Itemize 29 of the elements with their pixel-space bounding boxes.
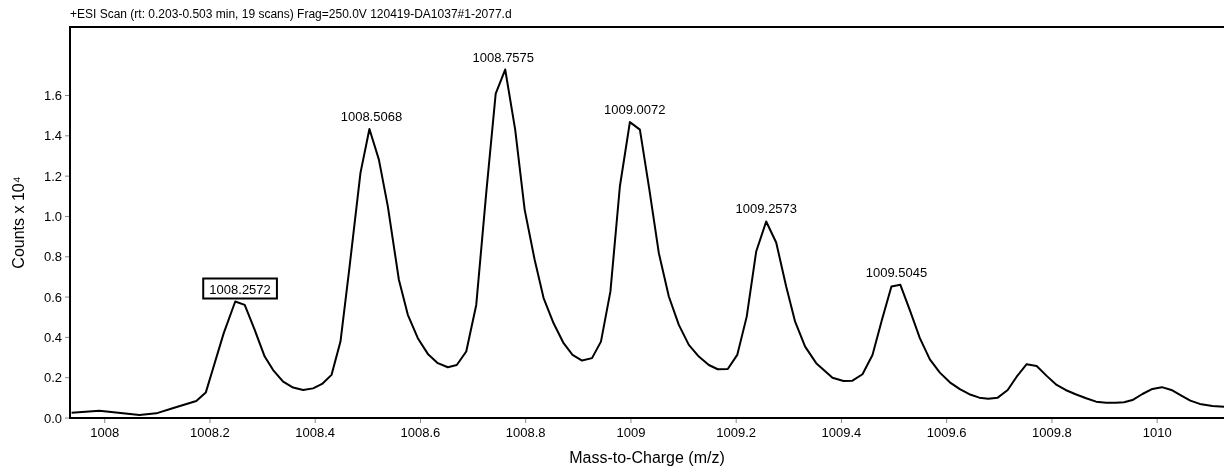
x-tick-label: 1009.4 [821,425,862,440]
y-tick-label: 1.6 [43,88,62,104]
x-tick-label: 1009 [616,425,646,440]
y-tick-label: 0.6 [43,289,62,305]
x-tick-label: 1008.8 [505,425,546,440]
x-tick-label: 1008 [90,425,120,440]
y-tick-label: 0.2 [43,370,62,386]
y-tick-label: 0.4 [43,329,62,345]
annotation: 1008.5068 [340,108,403,124]
x-tick-label: 1008.4 [295,425,336,440]
y-tick-label: 0.0 [43,410,62,426]
x-tick-label: 1008.2 [190,425,230,440]
y-tick-label: 1.2 [43,168,62,184]
x-tick-label: 1010 [1142,425,1172,440]
chart-title: +ESI Scan (rt: 0.203-0.503 min, 19 scans) Frag=250.0V 120419-DA1037#1-2077.d [70,7,512,21]
x-tick-label: 1009.6 [926,425,967,440]
x-tick-label: 1009.8 [1032,425,1072,440]
x-tick-label: 1009.2 [716,425,757,440]
y-axis-title: Counts x 10⁴ [10,176,27,269]
annotation: 1008.7575 [472,49,535,65]
annotation: 1009.0072 [604,102,666,118]
y-tick-label: 1.0 [43,208,62,224]
annotation: 1009.5045 [865,264,928,280]
annotation: 1008.2572 [209,281,271,297]
y-tick-label: 1.4 [43,128,62,144]
x-tick-label: 1008.6 [400,425,441,440]
y-tick-label: 0.8 [43,249,62,265]
x-axis-title: Mass-to-Charge (m/z) [569,449,725,466]
annotation: 1009.2573 [735,201,798,217]
